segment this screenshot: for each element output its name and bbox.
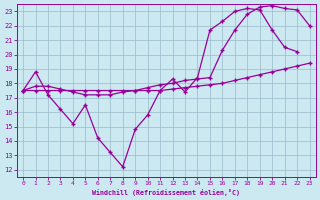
X-axis label: Windchill (Refroidissement éolien,°C): Windchill (Refroidissement éolien,°C) bbox=[92, 189, 240, 196]
